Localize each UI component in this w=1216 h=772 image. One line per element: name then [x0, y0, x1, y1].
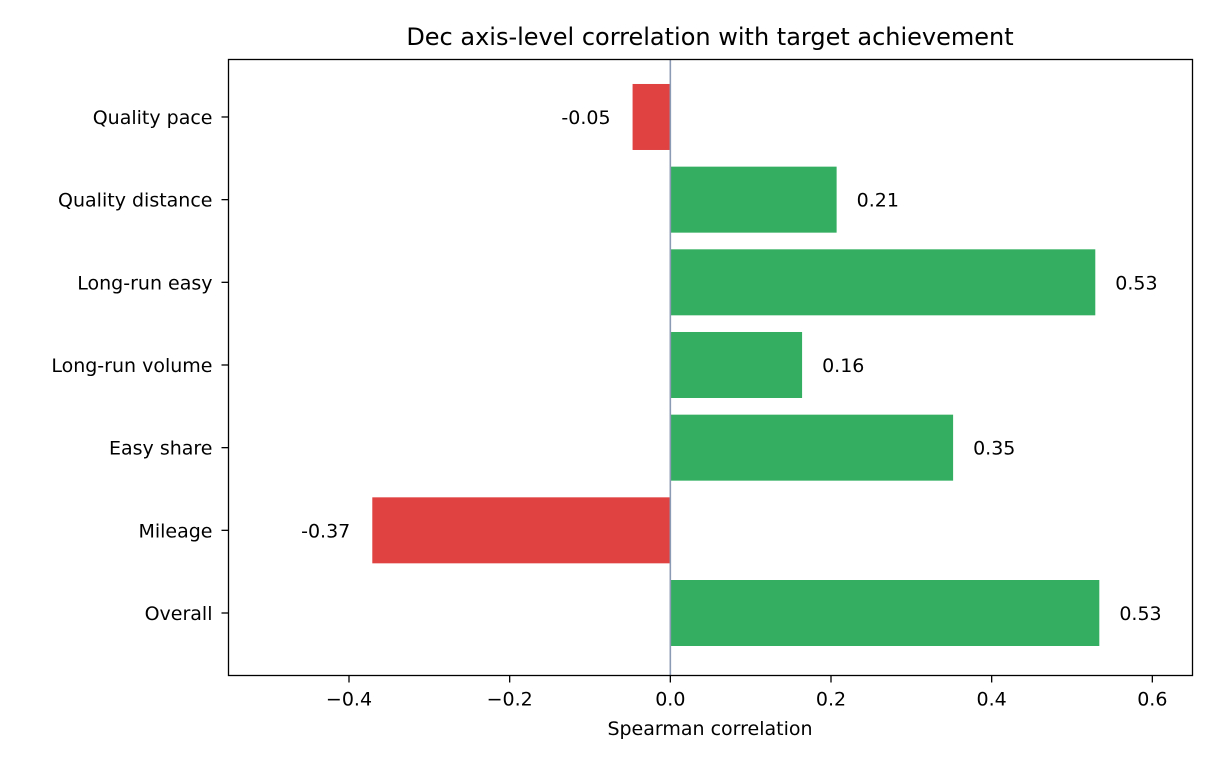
chart-title: Dec axis-level correlation with target a…	[406, 23, 1013, 51]
plot-frame	[227, 58, 1194, 677]
y-tick-label: Easy share	[109, 438, 213, 460]
value-label: -0.05	[561, 107, 610, 129]
bar-long-run-volume	[670, 331, 803, 398]
x-tick-label: 0.0	[655, 689, 685, 711]
x-axis: −0.4 −0.2 0.0 0.2 0.4 0.6	[326, 675, 1167, 711]
y-tick-label: Quality pace	[93, 107, 213, 129]
y-tick-label: Long-run easy	[77, 272, 212, 294]
x-tick-label: 0.4	[977, 689, 1007, 711]
value-label: 0.53	[1115, 272, 1157, 294]
bar-mileage	[372, 497, 671, 564]
value-label: 0.21	[857, 190, 899, 212]
bar-quality-pace	[632, 83, 671, 150]
x-tick-label: 0.2	[816, 689, 846, 711]
value-label: 0.35	[973, 438, 1015, 460]
bars-layer	[372, 83, 1100, 646]
y-axis: Overall Mileage Easy share Long-run volume L…	[51, 107, 229, 625]
value-label: 0.16	[822, 355, 864, 377]
value-label: 0.53	[1119, 603, 1161, 625]
x-tick-label: 0.6	[1137, 689, 1167, 711]
y-tick-label: Quality distance	[58, 190, 212, 212]
y-tick-label: Overall	[145, 603, 213, 625]
bar-long-run-easy	[670, 249, 1096, 316]
x-tick-label: −0.2	[487, 689, 533, 711]
bar-overall	[670, 580, 1100, 646]
x-tick-label: −0.4	[326, 689, 372, 711]
y-tick-label: Mileage	[138, 520, 212, 542]
value-label: -0.37	[301, 520, 350, 542]
value-labels-layer: 0.53 -0.37 0.35 0.16 0.53 0.21 -0.05	[301, 107, 1162, 625]
bar-easy-share	[670, 414, 954, 481]
y-tick-label: Long-run volume	[51, 355, 212, 377]
bar-quality-distance	[670, 166, 837, 233]
x-axis-label: Spearman correlation	[607, 718, 812, 740]
